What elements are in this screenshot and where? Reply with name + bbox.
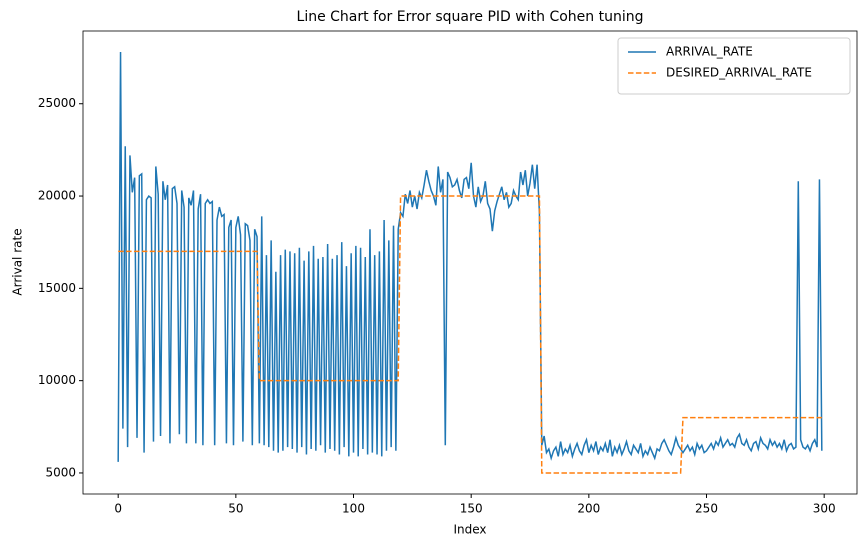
y-tick-label: 5000 xyxy=(45,465,76,479)
plot-frame xyxy=(82,30,858,495)
chart-title: Line Chart for Error square PID with Coh… xyxy=(297,9,644,25)
x-tick-label: 250 xyxy=(695,502,718,516)
series-line xyxy=(117,52,823,462)
legend-box xyxy=(617,37,851,95)
x-tick-label: 100 xyxy=(342,502,365,516)
x-tick-label: 200 xyxy=(577,502,600,516)
x-axis-label: Index xyxy=(453,523,486,537)
x-tick-label: 300 xyxy=(813,502,836,516)
legend-label: DESIRED_ARRIVAL_RATE xyxy=(666,66,812,80)
legend-label: ARRIVAL_RATE xyxy=(666,45,753,59)
y-tick-label: 15000 xyxy=(38,281,76,295)
y-tick-label: 20000 xyxy=(38,189,76,203)
x-tick-label: 150 xyxy=(460,502,483,516)
x-tick-label: 0 xyxy=(114,502,122,516)
y-axis-label: Arrival rate xyxy=(11,228,25,295)
legend: ARRIVAL_RATE DESIRED_ARRIVAL_RATE xyxy=(617,37,851,95)
series-line xyxy=(118,195,822,474)
y-tick-label: 10000 xyxy=(38,373,76,387)
x-tick-label: 50 xyxy=(228,502,243,516)
y-tick-label: 25000 xyxy=(38,96,76,110)
